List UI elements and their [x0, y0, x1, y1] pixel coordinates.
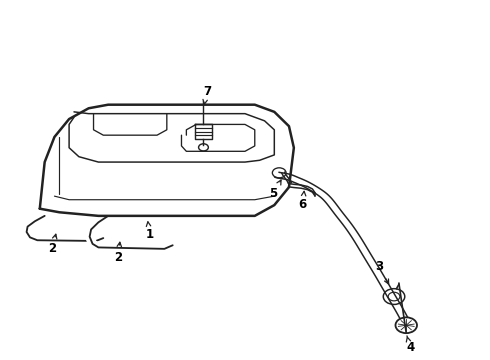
Text: 7: 7 — [203, 85, 211, 104]
Text: 2: 2 — [48, 234, 57, 255]
Text: 6: 6 — [298, 191, 307, 211]
Text: 2: 2 — [114, 242, 122, 264]
Text: 5: 5 — [269, 180, 281, 200]
Text: 3: 3 — [375, 260, 389, 284]
Text: 4: 4 — [406, 336, 414, 354]
Text: 1: 1 — [146, 222, 154, 241]
